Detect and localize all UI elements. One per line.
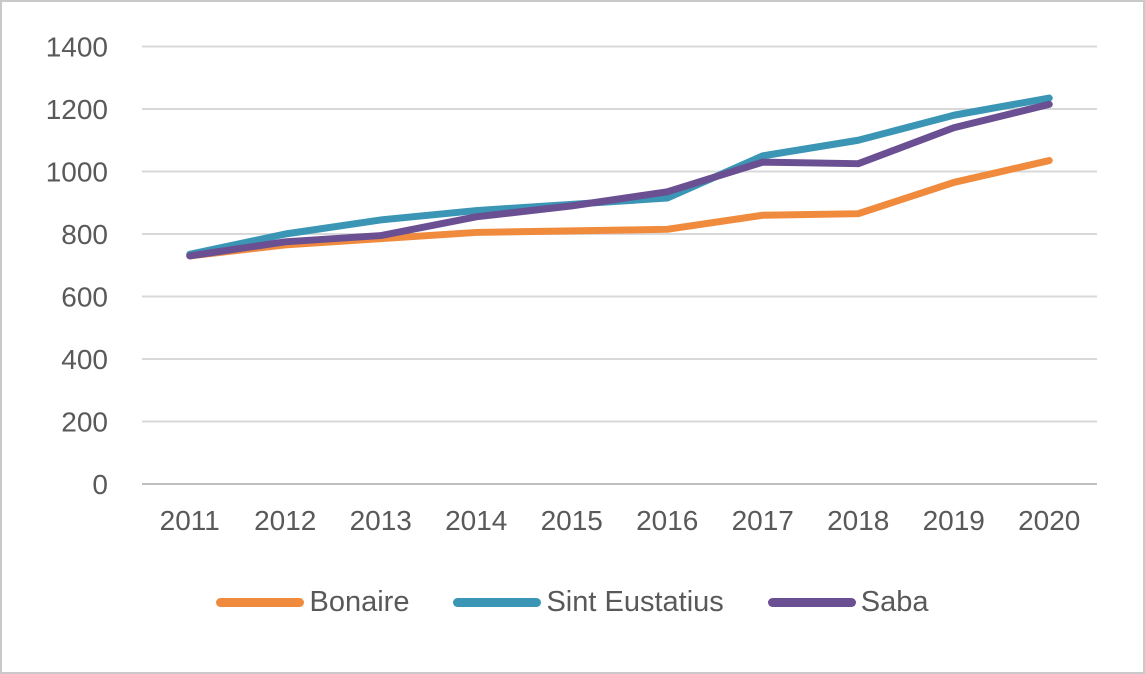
x-tick-label: 2013 — [350, 505, 412, 536]
y-tick-label: 200 — [61, 407, 108, 438]
legend-label-sint-eustatius: Sint Eustatius — [546, 586, 724, 618]
y-tick-label: 800 — [61, 219, 108, 250]
legend: Bonaire Sint Eustatius Saba — [2, 588, 1143, 617]
legend-label-bonaire: Bonaire — [309, 586, 410, 618]
x-tick-label: 2015 — [541, 505, 603, 536]
y-tick-label: 400 — [61, 344, 108, 375]
y-tick-label: 1000 — [46, 157, 108, 188]
series-line-saba — [186, 100, 1053, 260]
x-tick-label: 2016 — [636, 505, 698, 536]
x-tick-label: 2014 — [445, 505, 507, 536]
x-tick-label: 2012 — [254, 505, 316, 536]
legend-swatch-bonaire — [216, 598, 305, 607]
y-tick-label: 0 — [92, 469, 108, 500]
legend-item-sint-eustatius: Sint Eustatius — [453, 586, 724, 618]
y-tick-label: 600 — [61, 282, 108, 313]
legend-swatch-saba — [767, 598, 856, 607]
y-tick-label: 1200 — [46, 94, 108, 125]
y-tick-label: 1400 — [46, 32, 108, 63]
legend-label-saba: Saba — [860, 586, 929, 618]
x-tick-label: 2019 — [923, 505, 985, 536]
x-tick-label: 2018 — [827, 505, 889, 536]
x-tick-label: 2017 — [732, 505, 794, 536]
legend-item-bonaire: Bonaire — [216, 588, 409, 617]
legend-item-saba: Saba — [767, 586, 929, 618]
x-tick-label: 2020 — [1018, 505, 1080, 536]
legend-swatch-sint-eustatius — [453, 598, 542, 607]
x-tick-label: 2011 — [160, 505, 220, 536]
